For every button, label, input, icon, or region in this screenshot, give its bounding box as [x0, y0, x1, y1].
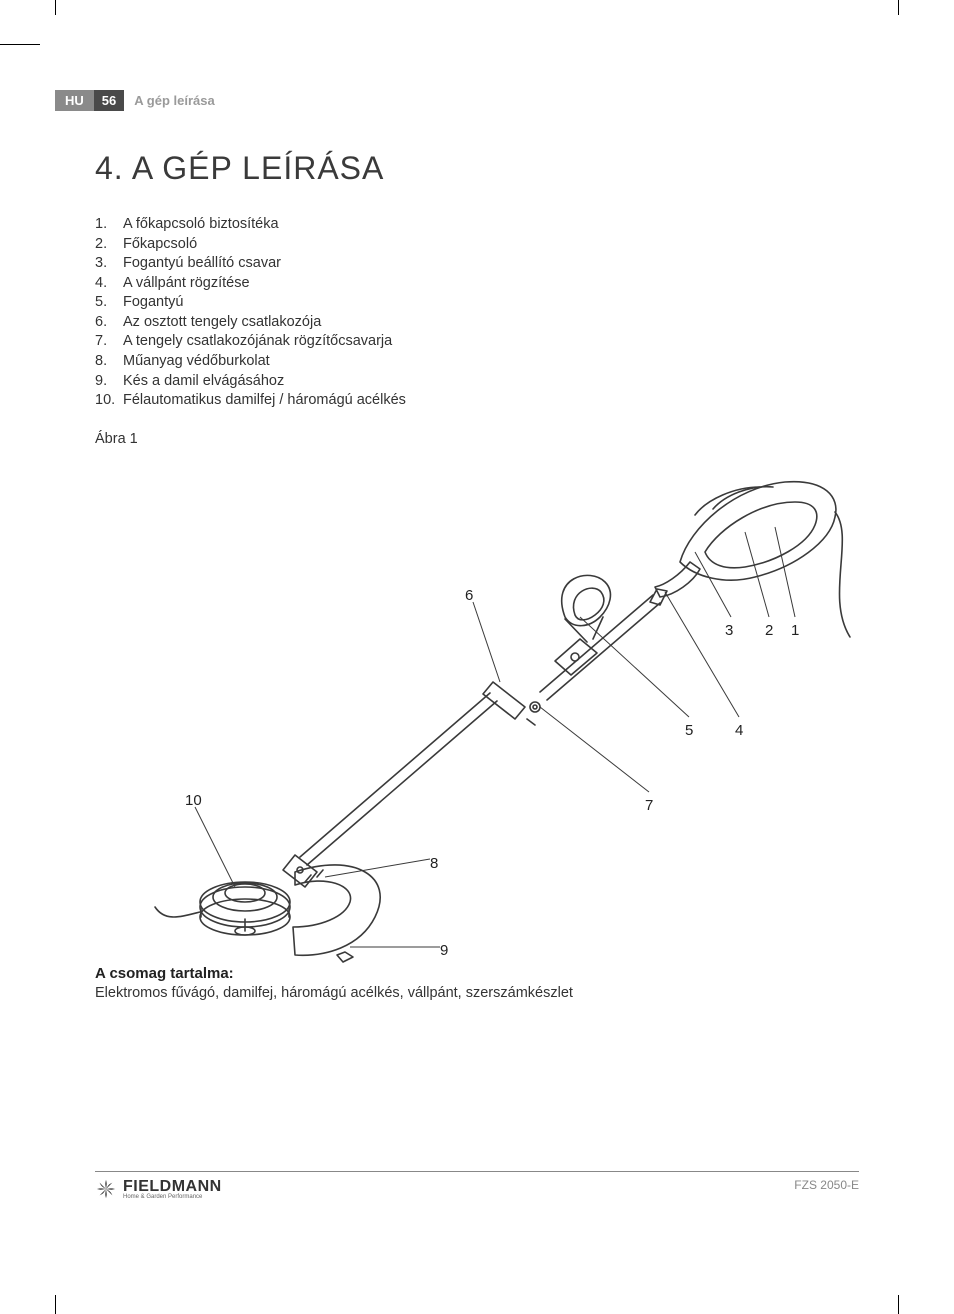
- content-area: 4. A GÉP LEÍRÁSA 1.A főkapcsoló biztosít…: [95, 150, 859, 977]
- parts-list-item: 7.A tengely csatlakozójának rögzítőcsava…: [95, 332, 859, 352]
- page-number-badge: 56: [94, 90, 124, 111]
- diagram-callout: 2: [765, 622, 773, 639]
- parts-list-item: 1.A főkapcsoló biztosítéka: [95, 215, 859, 235]
- parts-list-item: 3.Fogantyú beállító csavar: [95, 254, 859, 274]
- package-contents: Elektromos fűvágó, damilfej, háromágú ac…: [95, 985, 859, 1001]
- parts-list: 1.A főkapcsoló biztosítéka2.Főkapcsoló3.…: [95, 215, 859, 411]
- diagram-callout: 9: [440, 942, 448, 959]
- package-block: A csomag tartalma: Elektromos fűvágó, da…: [95, 965, 859, 1001]
- section-title: 4. A GÉP LEÍRÁSA: [95, 150, 859, 187]
- diagram-callout: 1: [791, 622, 799, 639]
- parts-list-item: 2.Főkapcsoló: [95, 235, 859, 255]
- brand-logo-icon: [95, 1178, 117, 1200]
- diagram-svg: [95, 457, 855, 977]
- diagram-callout: 7: [645, 797, 653, 814]
- parts-list-item: 10.Félautomatikus damilfej / háromágú ac…: [95, 391, 859, 411]
- running-title: A gép leírása: [124, 93, 214, 108]
- diagram-callout: 6: [465, 587, 473, 604]
- diagram-callout: 5: [685, 722, 693, 739]
- diagram-callout: 3: [725, 622, 733, 639]
- parts-list-item: 4.A vállpánt rögzítése: [95, 274, 859, 294]
- parts-list-item: 9.Kés a damil elvágásához: [95, 372, 859, 392]
- diagram-callout: 4: [735, 722, 743, 739]
- page-footer: FIELDMANN Home & Garden Performance FZS …: [95, 1171, 859, 1200]
- parts-list-item: 6.Az osztott tengely csatlakozója: [95, 313, 859, 333]
- diagram-callout: 8: [430, 855, 438, 872]
- figure-label: Ábra 1: [95, 431, 859, 447]
- parts-list-item: 5.Fogantyú: [95, 293, 859, 313]
- brand-block: FIELDMANN Home & Garden Performance: [95, 1178, 222, 1200]
- diagram-callout: 10: [185, 792, 202, 809]
- package-title: A csomag tartalma:: [95, 965, 859, 982]
- language-badge: HU: [55, 90, 94, 111]
- brand-name: FIELDMANN: [123, 1178, 222, 1195]
- product-diagram: 1 2 3 4 5 6 7 8 9 10: [95, 457, 855, 977]
- model-number: FZS 2050-E: [794, 1178, 859, 1192]
- page-header: HU 56 A gép leírása: [55, 90, 215, 111]
- parts-list-item: 8.Műanyag védőburkolat: [95, 352, 859, 372]
- page: HU 56 A gép leírása 4. A GÉP LEÍRÁSA 1.A…: [55, 15, 899, 1295]
